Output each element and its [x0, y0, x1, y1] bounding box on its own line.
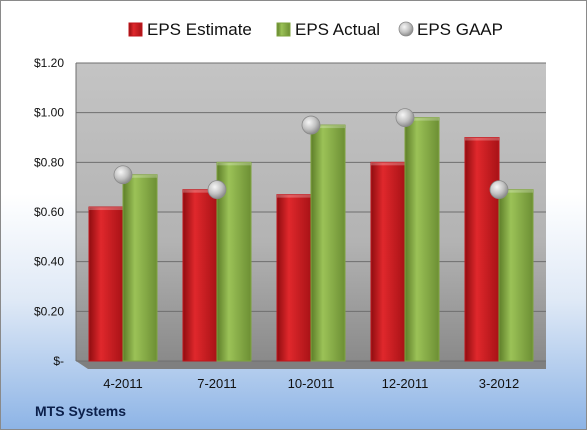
x-tick-label: 4-2011	[103, 376, 143, 391]
bar-eps-estimate	[276, 194, 312, 362]
bar-top-highlight	[465, 137, 499, 141]
bar-top-highlight	[183, 189, 217, 193]
bar-eps-estimate	[464, 137, 500, 362]
bar-eps-estimate	[88, 206, 124, 362]
bar-top-highlight	[217, 162, 251, 166]
bar-top-highlight	[371, 162, 405, 166]
gaap-marker	[395, 108, 415, 128]
bar-top-highlight	[277, 194, 311, 198]
bar-eps-actual	[122, 174, 158, 362]
y-tick-label: $1.20	[34, 56, 64, 70]
y-tick-label: $0.40	[34, 255, 64, 269]
bar-eps-actual	[310, 124, 346, 362]
y-tick-label: $-	[53, 354, 64, 368]
x-tick-label: 12-2011	[382, 376, 429, 391]
bar-top-highlight	[123, 174, 157, 178]
bar-top-highlight	[89, 207, 123, 211]
bar-eps-estimate	[182, 189, 218, 362]
company-name: MTS Systems	[35, 403, 127, 419]
y-tick-label: $0.60	[34, 205, 64, 219]
bar-top-highlight	[311, 125, 345, 129]
x-tick-label: 3-2012	[479, 376, 519, 391]
bar-top-highlight	[499, 189, 533, 193]
legend-swatch-eps-estimate	[128, 22, 143, 37]
plot-floor	[76, 361, 546, 369]
legend-label-eps-gaap: EPS GAAP	[417, 20, 503, 39]
y-tick-label: $1.00	[34, 106, 64, 120]
bar-top-highlight	[405, 117, 439, 121]
bar-eps-actual	[404, 117, 440, 362]
legend-swatch-eps-gaap	[398, 21, 414, 37]
bar-eps-estimate	[370, 161, 406, 362]
legend-swatch-eps-actual	[276, 22, 291, 37]
bar-eps-actual	[498, 189, 534, 362]
y-tick-label: $0.20	[34, 304, 64, 318]
x-tick-label: 7-2011	[197, 376, 237, 391]
legend-label-eps-actual: EPS Actual	[295, 20, 380, 39]
gaap-marker	[207, 180, 227, 200]
legend-label-eps-estimate: EPS Estimate	[147, 20, 252, 39]
gaap-marker	[301, 115, 321, 135]
x-tick-label: 10-2011	[288, 376, 335, 391]
y-tick-label: $0.80	[34, 155, 64, 169]
gaap-marker	[113, 165, 133, 185]
gaap-marker	[489, 180, 509, 200]
